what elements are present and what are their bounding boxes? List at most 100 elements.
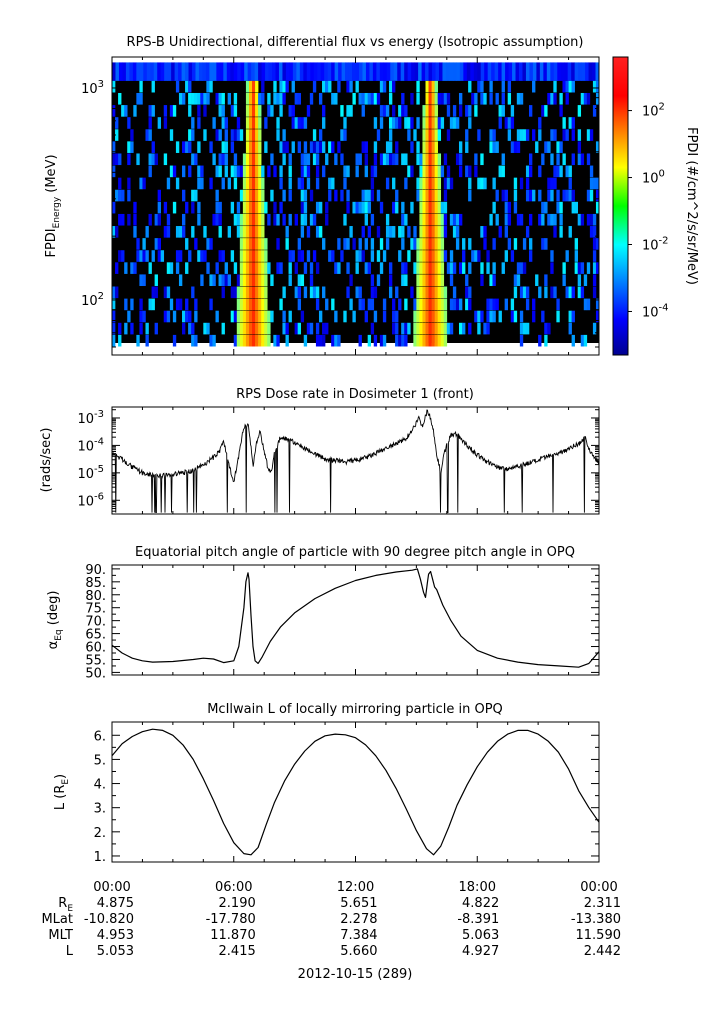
spectrogram-cell — [297, 298, 302, 311]
spectrogram-cell — [428, 262, 432, 274]
spectrogram-cell — [163, 105, 168, 117]
spectrogram-cell — [370, 165, 375, 178]
spectrogram-cell — [404, 153, 408, 166]
pitch-angle-ylabel: αEq (deg) — [46, 591, 64, 650]
spectrogram-cell — [583, 274, 588, 287]
spectrogram-cell — [431, 189, 435, 202]
spectrogram-cell — [236, 129, 241, 141]
spectrogram-cell — [538, 189, 542, 202]
spectrogram-cell — [562, 262, 566, 274]
spectrogram-cell — [492, 274, 496, 287]
spectrogram-cell — [361, 250, 365, 262]
spectrogram-cell — [242, 153, 247, 166]
spectrogram-cell — [388, 92, 393, 105]
spectrogram-cell — [221, 153, 225, 166]
spectrogram-cell — [139, 322, 143, 335]
spectrogram-cell — [254, 62, 259, 81]
spectrogram-cell — [486, 310, 490, 323]
row-value: 5.063 — [462, 928, 499, 943]
spectrogram-cell — [595, 310, 600, 323]
spectrogram-cell — [484, 62, 489, 81]
spectrogram-cell — [518, 62, 523, 81]
spectrogram-cell — [334, 62, 339, 81]
spectrogram-cell — [419, 226, 423, 238]
spectrogram-cell — [361, 201, 365, 214]
spectrogram-cell — [322, 105, 326, 117]
spectrogram-cell — [267, 310, 271, 323]
spectrogram-cell — [431, 141, 435, 153]
spectrogram-cell — [166, 262, 171, 274]
spectrogram-cell — [480, 262, 484, 274]
spectrogram-cell — [239, 213, 244, 226]
spectrogram-cell — [458, 322, 463, 335]
spectrogram-cell — [578, 62, 583, 81]
spectrogram-cell — [127, 189, 131, 202]
spectrogram-cell — [282, 80, 286, 93]
spectrogram-cell — [171, 62, 176, 81]
spectrogram-cell — [315, 286, 320, 299]
spectrogram-cell — [501, 62, 506, 81]
spectrogram-cell — [574, 62, 579, 81]
spectrogram-cell — [125, 62, 130, 81]
spectrogram-cell — [175, 141, 180, 153]
spectrogram-cell — [434, 286, 438, 299]
spectrogram-cell — [449, 117, 454, 129]
spectrogram-cell — [547, 92, 551, 105]
spectrogram-cell — [288, 105, 292, 117]
spectrogram-cell — [568, 165, 572, 178]
spectrogram-cell — [525, 189, 530, 202]
dose-rate-line — [111, 409, 600, 514]
spectrogram-cell — [255, 310, 259, 323]
spectrogram-cell — [589, 165, 594, 178]
spectrogram-cell — [182, 310, 186, 323]
y-tick-label: 6. — [94, 729, 106, 744]
spectrogram-cell — [449, 177, 454, 190]
spectrogram-cell — [468, 322, 472, 335]
spectrogram-cell — [151, 141, 155, 153]
spectrogram-cell — [328, 141, 332, 153]
spectrogram-cell — [248, 226, 253, 238]
spectrogram-cell — [504, 201, 508, 214]
spectrogram-cell — [248, 129, 253, 141]
spectrogram-cell — [458, 105, 463, 117]
spectrogram-cell — [416, 117, 420, 129]
spectrogram-cell — [358, 250, 362, 262]
spectrogram-cell — [361, 92, 365, 105]
spectrogram-cell — [261, 310, 265, 323]
spectrogram-cell — [242, 226, 247, 238]
spectrogram-cell — [233, 213, 238, 226]
spectrogram-cell — [495, 298, 499, 311]
spectrogram-cell — [206, 80, 210, 93]
spectrogram-cell — [434, 153, 438, 166]
spectrogram-cell — [278, 62, 283, 81]
spectrogram-cell — [297, 92, 302, 105]
spectrogram-cell — [422, 274, 426, 287]
spectrogram-cell — [431, 286, 435, 299]
spectrogram-cell — [206, 238, 210, 250]
spectrogram-cell — [413, 238, 417, 250]
spectrogram-cell — [282, 189, 286, 202]
spectrogram-cell — [264, 250, 268, 262]
spectrogram-cell — [248, 322, 253, 335]
spectrogram-cell — [252, 334, 256, 347]
spectrogram-cell — [425, 238, 429, 250]
spectrogram-cell — [437, 322, 442, 335]
spectrogram-cell — [470, 62, 475, 81]
spectrogram-cell — [218, 165, 222, 178]
spectrogram-cell — [315, 322, 320, 335]
spectrogram-cell — [361, 189, 365, 202]
row-value: 4.927 — [462, 944, 499, 959]
spectrogram-cell — [434, 105, 438, 117]
spectrogram-cell — [209, 274, 213, 287]
spectrogram-cell — [477, 62, 482, 81]
spectrogram-cell — [364, 201, 368, 214]
spectrogram-cell — [206, 92, 210, 105]
spectrogram-cell — [239, 189, 244, 202]
spectrogram-cell — [407, 117, 411, 129]
mcilwain-x-ticks — [111, 722, 600, 862]
spectrogram-cell — [437, 129, 442, 141]
spectrogram-cell — [334, 189, 338, 202]
spectrogram-cell — [334, 153, 338, 166]
spectrogram-cell — [163, 153, 168, 166]
spectrogram-cell — [443, 177, 448, 190]
